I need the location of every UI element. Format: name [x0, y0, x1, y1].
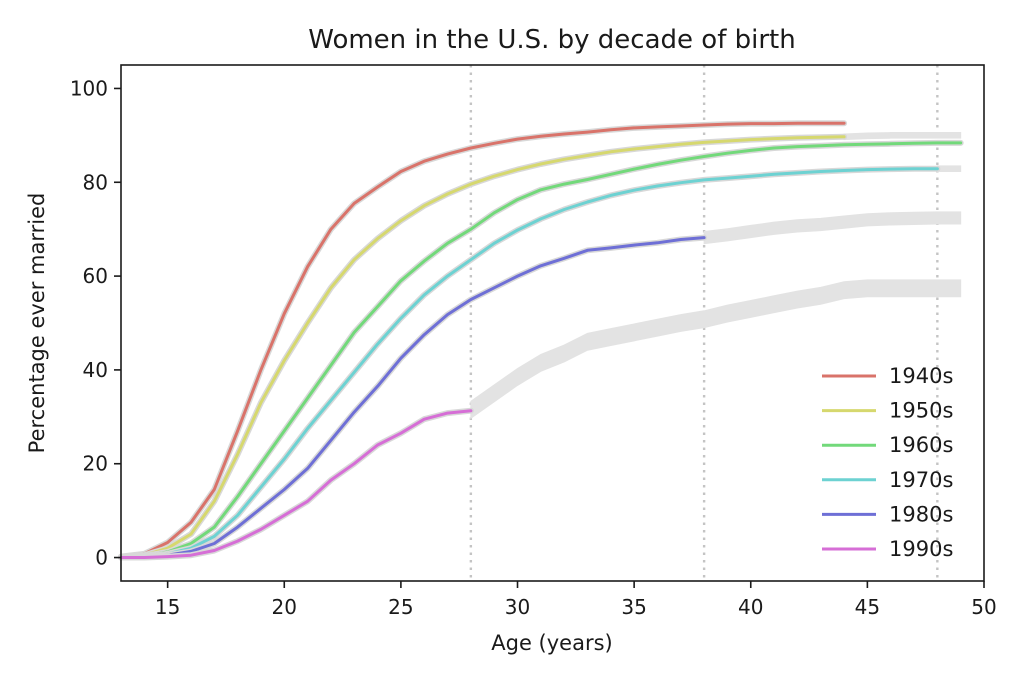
series-line-1960s [119, 141, 963, 559]
legend-label-1960s: 1960s [889, 433, 953, 457]
x-tick-label: 20 [272, 595, 297, 619]
x-tick-label: 35 [621, 595, 646, 619]
legend-label-1970s: 1970s [889, 468, 953, 492]
y-axis-label: Percentage ever married [25, 193, 49, 454]
x-tick-label: 50 [971, 595, 996, 619]
series-halo-1940s [118, 120, 848, 560]
prediction-band-4 [936, 165, 962, 172]
prediction-band-3 [843, 132, 962, 141]
series-halo-1960s [118, 139, 964, 561]
x-tick-label: 40 [738, 595, 763, 619]
axis-ticks: 15 20 25 30 35 40 45 50 0 20 40 60 80 100 [70, 76, 997, 619]
plot-area [118, 65, 964, 581]
y-tick-label: 40 [83, 358, 108, 382]
legend-label-1940s: 1940s [889, 364, 953, 388]
y-tick-label: 20 [83, 452, 108, 476]
x-tick-label: 25 [388, 595, 413, 619]
series-line-1980s [119, 236, 706, 559]
legend-label-1990s: 1990s [889, 537, 953, 561]
y-tick-label: 0 [95, 546, 108, 570]
legend-label-1980s: 1980s [889, 502, 953, 526]
x-tick-label: 45 [855, 595, 880, 619]
x-axis-label: Age (years) [491, 631, 612, 655]
series-line-1940s [119, 121, 846, 559]
y-tick-label: 80 [83, 170, 108, 194]
legend-label-1950s: 1950s [889, 399, 953, 423]
y-tick-label: 100 [70, 76, 108, 100]
x-tick-label: 30 [505, 595, 530, 619]
prediction-band-2 [470, 279, 962, 420]
series-halo-1950s [118, 133, 848, 561]
chart-title: Women in the U.S. by decade of birth [308, 25, 795, 55]
legend: 1940s 1950s 1960s 1970s 1980s 1990s [822, 364, 953, 561]
plot-frame [120, 64, 985, 582]
series-line-1970s [119, 167, 939, 559]
series-line-1950s [119, 135, 846, 559]
series-line-1990s [119, 409, 473, 559]
x-tick-label: 15 [155, 595, 180, 619]
prediction-band-1 [703, 211, 962, 245]
y-tick-label: 60 [83, 264, 108, 288]
